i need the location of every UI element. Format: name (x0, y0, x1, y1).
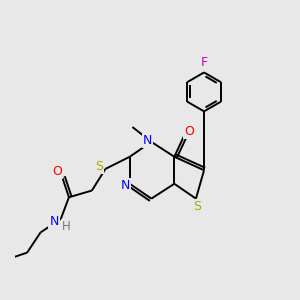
Text: H: H (62, 220, 70, 233)
Text: S: S (193, 200, 201, 213)
Text: N: N (50, 214, 59, 228)
Text: F: F (200, 56, 208, 70)
Text: N: N (142, 134, 152, 147)
Text: S: S (95, 160, 103, 173)
Text: N: N (121, 178, 130, 192)
Text: O: O (184, 124, 194, 138)
Text: O: O (52, 165, 62, 178)
